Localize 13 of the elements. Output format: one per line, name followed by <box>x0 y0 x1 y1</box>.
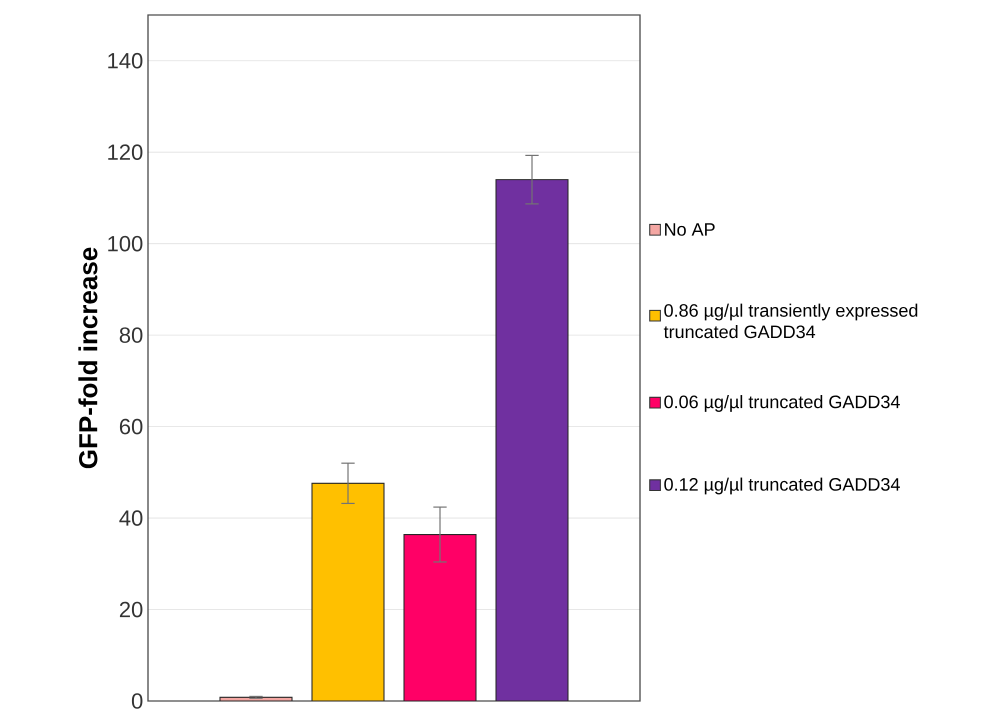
y-axis-title: GFP-fold increase <box>78 248 98 468</box>
legend-label: 0.06 µg/µl truncated GADD34 <box>664 395 900 412</box>
y-tick-label: 20 <box>120 602 142 618</box>
legend-label: 0.86 µg/µl transiently expressed truncated GADD34 <box>664 304 918 338</box>
legend-label: No AP <box>665 223 715 236</box>
y-tick-label: 140 <box>108 52 142 69</box>
y-tick-label: 100 <box>108 236 142 252</box>
y-tick-label: 60 <box>120 418 142 434</box>
y-tick-label: 80 <box>120 327 142 343</box>
y-tick-label: 120 <box>108 144 142 160</box>
legend-label: 0.12 µg/µl truncated GADD34 <box>664 478 900 494</box>
y-tick-label: 40 <box>119 510 142 526</box>
y-tick-label: 0 <box>132 693 142 709</box>
